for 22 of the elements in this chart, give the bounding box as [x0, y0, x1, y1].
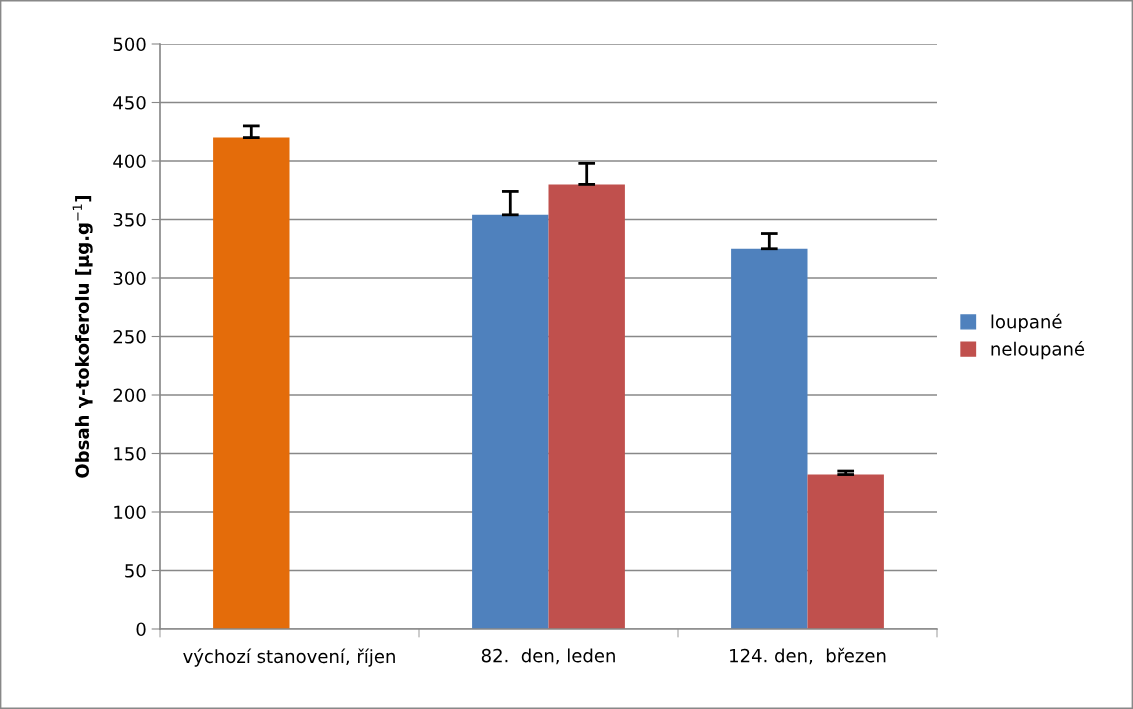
bar	[213, 137, 290, 629]
bar	[731, 248, 808, 629]
x-tick-label: 124. den, březen	[730, 647, 886, 665]
y-tick-label: 200	[113, 388, 146, 403]
legend-label: neloupané	[991, 341, 1085, 360]
x-tick-label: 82. den, leden	[481, 648, 615, 665]
y-tick-label: 500	[113, 37, 146, 52]
bar	[807, 474, 884, 629]
y-tick-label: 300	[113, 271, 146, 286]
y-axis-title: Obsah γ-tokoferolu [μg.g$^{−1}$]	[72, 196, 93, 478]
y-tick-label: 150	[114, 446, 146, 461]
y-tick-label: 350	[113, 212, 146, 227]
legend-label: loupané	[991, 313, 1062, 332]
y-tick-label: 100	[114, 505, 146, 520]
y-tick-label: 250	[113, 329, 146, 344]
y-tick-label: 450	[113, 95, 146, 110]
y-tick-label: 50	[125, 563, 146, 578]
y-tick-label: 400	[113, 154, 146, 169]
bar	[472, 214, 549, 629]
bar	[548, 184, 625, 629]
y-tick-label: 0	[136, 622, 146, 637]
x-tick-label: výchozí stanovení, říjen	[183, 648, 395, 667]
